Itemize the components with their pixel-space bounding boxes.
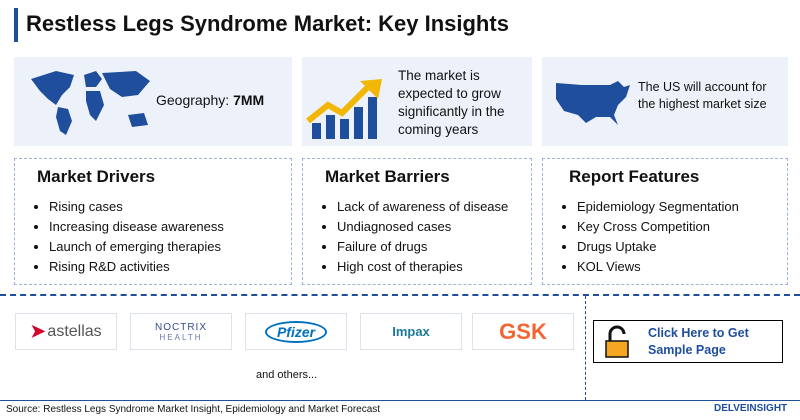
panel: Market Drivers Rising cases Increasing d… — [14, 158, 292, 285]
panel: Report Features Epidemiology Segmentatio… — [542, 158, 788, 285]
separator — [0, 294, 800, 296]
logo: Pfizer — [245, 313, 347, 350]
panel-title: Market Barriers — [325, 167, 450, 186]
highlight-box: Geography: 7MM — [14, 57, 292, 146]
panel-item: Key Cross Competition — [577, 217, 739, 237]
panel-item: Undiagnosed cases — [337, 217, 508, 237]
others: and others... — [256, 369, 318, 381]
panel-item: High cost of therapies — [337, 257, 508, 277]
geography-label: Geography: — [156, 92, 230, 108]
panel-item: Rising cases — [49, 197, 224, 217]
title-accent — [14, 8, 18, 42]
logo-text: HEALTH — [159, 332, 203, 342]
panel-item: Launch of emerging therapies — [49, 237, 224, 257]
highlight-box: The US will account for the highest mark… — [542, 57, 788, 146]
logo: Impax — [360, 313, 462, 350]
panel-list: Rising cases Increasing disease awarenes… — [33, 197, 224, 277]
separator — [585, 296, 586, 400]
panel-title: Market Drivers — [37, 167, 156, 186]
geography: Geography: 7MM — [156, 92, 264, 108]
brand: DELVEINSIGHT — [714, 403, 788, 414]
logo-text: NOCTRIX — [155, 321, 207, 333]
logo-text: Pfizer — [264, 320, 328, 343]
panel-item: Drugs Uptake — [577, 237, 739, 257]
title: Restless Legs Syndrome Market: Key Insig… — [26, 11, 509, 36]
world-map-icon — [31, 71, 150, 135]
logo-text: GSK — [499, 318, 547, 344]
logo: ➤ astellas — [15, 313, 117, 350]
us-text: The US will account for the highest mark… — [638, 80, 767, 111]
logo-text: astellas — [47, 322, 102, 340]
logo: GSK — [472, 313, 574, 350]
logo-mark: ➤ — [30, 321, 46, 341]
panel-item: Increasing disease awareness — [49, 217, 224, 237]
logo-text: Impax — [392, 324, 430, 339]
source: Source: Restless Legs Syndrome Market In… — [6, 404, 381, 415]
panel-title: Report Features — [569, 167, 700, 186]
geography-value: 7MM — [233, 92, 265, 108]
panel-item: Epidemiology Segmentation — [577, 197, 739, 217]
highlight-box: The market is expected to grow significa… — [302, 57, 532, 146]
panel-item: KOL Views — [577, 257, 739, 277]
panel-list: Lack of awareness of disease Undiagnosed… — [321, 197, 508, 277]
logo: NOCTRIX HEALTH — [130, 313, 232, 350]
us-map-icon — [556, 81, 630, 125]
lock-icon — [605, 325, 629, 358]
panel-item: Failure of drugs — [337, 237, 508, 257]
panel: Market Barriers Lack of awareness of dis… — [302, 158, 532, 285]
growth-icon — [306, 79, 382, 139]
panel-list: Epidemiology Segmentation Key Cross Comp… — [561, 197, 739, 277]
panel-item: Rising R&D activities — [49, 257, 224, 277]
growth-text: The market is expected to grow significa… — [398, 68, 505, 137]
panel-item: Lack of awareness of disease — [337, 197, 508, 217]
footer-line — [0, 400, 800, 401]
cta-button[interactable]: Click Here to Get Sample Page — [593, 320, 783, 363]
cta-text[interactable]: Click Here to Get Sample Page — [648, 326, 749, 357]
